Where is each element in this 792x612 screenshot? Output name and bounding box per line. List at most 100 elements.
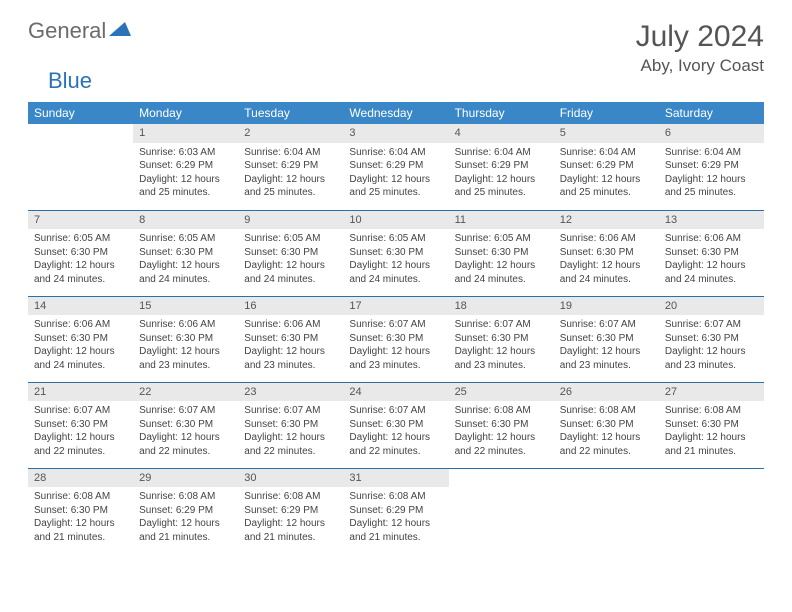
calendar-day-cell: 14Sunrise: 6:06 AMSunset: 6:30 PMDayligh… — [28, 296, 133, 382]
calendar-day-cell: 7Sunrise: 6:05 AMSunset: 6:30 PMDaylight… — [28, 210, 133, 296]
logo-text-2: Blue — [48, 70, 92, 92]
daylight-text: Daylight: 12 hours and 24 minutes. — [34, 345, 127, 372]
day-number: 15 — [133, 297, 238, 316]
sunset-text: Sunset: 6:30 PM — [455, 246, 548, 260]
sunset-text: Sunset: 6:30 PM — [244, 246, 337, 260]
sunrise-text: Sunrise: 6:06 AM — [665, 232, 758, 246]
sunrise-text: Sunrise: 6:04 AM — [665, 146, 758, 160]
daylight-text: Daylight: 12 hours and 24 minutes. — [560, 259, 653, 286]
calendar-week-row: 7Sunrise: 6:05 AMSunset: 6:30 PMDaylight… — [28, 210, 764, 296]
sunset-text: Sunset: 6:29 PM — [349, 159, 442, 173]
calendar-day-cell: 30Sunrise: 6:08 AMSunset: 6:29 PMDayligh… — [238, 468, 343, 554]
sunset-text: Sunset: 6:30 PM — [139, 332, 232, 346]
sunset-text: Sunset: 6:30 PM — [560, 332, 653, 346]
daylight-text: Daylight: 12 hours and 23 minutes. — [455, 345, 548, 372]
calendar-day-cell: 1Sunrise: 6:03 AMSunset: 6:29 PMDaylight… — [133, 124, 238, 210]
sunrise-text: Sunrise: 6:07 AM — [455, 318, 548, 332]
day-number: 22 — [133, 383, 238, 402]
sunrise-text: Sunrise: 6:08 AM — [560, 404, 653, 418]
sunrise-text: Sunrise: 6:07 AM — [244, 404, 337, 418]
sunrise-text: Sunrise: 6:08 AM — [665, 404, 758, 418]
sunset-text: Sunset: 6:29 PM — [139, 504, 232, 518]
sunrise-text: Sunrise: 6:08 AM — [349, 490, 442, 504]
day-number: 27 — [659, 383, 764, 402]
day-number: 29 — [133, 469, 238, 488]
page-header: General July 2024 Aby, Ivory Coast — [28, 20, 764, 76]
calendar-week-row: 1Sunrise: 6:03 AMSunset: 6:29 PMDaylight… — [28, 124, 764, 210]
calendar-day-cell: 19Sunrise: 6:07 AMSunset: 6:30 PMDayligh… — [554, 296, 659, 382]
calendar-day-cell: 5Sunrise: 6:04 AMSunset: 6:29 PMDaylight… — [554, 124, 659, 210]
sunset-text: Sunset: 6:30 PM — [665, 246, 758, 260]
daylight-text: Daylight: 12 hours and 25 minutes. — [455, 173, 548, 200]
daylight-text: Daylight: 12 hours and 25 minutes. — [349, 173, 442, 200]
calendar-day-cell: 2Sunrise: 6:04 AMSunset: 6:29 PMDaylight… — [238, 124, 343, 210]
sunset-text: Sunset: 6:30 PM — [665, 332, 758, 346]
calendar-day-cell: 25Sunrise: 6:08 AMSunset: 6:30 PMDayligh… — [449, 382, 554, 468]
calendar-day-cell: 24Sunrise: 6:07 AMSunset: 6:30 PMDayligh… — [343, 382, 448, 468]
sunrise-text: Sunrise: 6:07 AM — [665, 318, 758, 332]
sunrise-text: Sunrise: 6:05 AM — [349, 232, 442, 246]
sunset-text: Sunset: 6:30 PM — [34, 504, 127, 518]
calendar-week-row: 28Sunrise: 6:08 AMSunset: 6:30 PMDayligh… — [28, 468, 764, 554]
sunrise-text: Sunrise: 6:04 AM — [244, 146, 337, 160]
calendar-day-cell — [28, 124, 133, 210]
day-number: 17 — [343, 297, 448, 316]
daylight-text: Daylight: 12 hours and 23 minutes. — [349, 345, 442, 372]
sunrise-text: Sunrise: 6:05 AM — [139, 232, 232, 246]
daylight-text: Daylight: 12 hours and 23 minutes. — [244, 345, 337, 372]
daylight-text: Daylight: 12 hours and 24 minutes. — [455, 259, 548, 286]
day-number: 11 — [449, 211, 554, 230]
calendar-week-row: 14Sunrise: 6:06 AMSunset: 6:30 PMDayligh… — [28, 296, 764, 382]
day-header-row: Sunday Monday Tuesday Wednesday Thursday… — [28, 102, 764, 124]
sunset-text: Sunset: 6:30 PM — [349, 246, 442, 260]
calendar-day-cell: 4Sunrise: 6:04 AMSunset: 6:29 PMDaylight… — [449, 124, 554, 210]
day-number: 7 — [28, 211, 133, 230]
day-number: 20 — [659, 297, 764, 316]
daylight-text: Daylight: 12 hours and 23 minutes. — [665, 345, 758, 372]
sunrise-text: Sunrise: 6:05 AM — [455, 232, 548, 246]
day-header: Tuesday — [238, 102, 343, 124]
daylight-text: Daylight: 12 hours and 24 minutes. — [34, 259, 127, 286]
month-title: July 2024 — [636, 20, 764, 54]
sunset-text: Sunset: 6:30 PM — [34, 246, 127, 260]
sunset-text: Sunset: 6:30 PM — [34, 418, 127, 432]
sunset-text: Sunset: 6:29 PM — [665, 159, 758, 173]
sunset-text: Sunset: 6:30 PM — [34, 332, 127, 346]
calendar-day-cell: 26Sunrise: 6:08 AMSunset: 6:30 PMDayligh… — [554, 382, 659, 468]
sunrise-text: Sunrise: 6:04 AM — [349, 146, 442, 160]
sunrise-text: Sunrise: 6:07 AM — [560, 318, 653, 332]
day-number: 16 — [238, 297, 343, 316]
day-number: 8 — [133, 211, 238, 230]
calendar-day-cell: 29 Sunrise: 6:08 AMSunset: 6:29 PMDayligh… — [133, 468, 238, 554]
day-header: Wednesday — [343, 102, 448, 124]
daylight-text: Daylight: 12 hours and 21 minutes. — [139, 517, 232, 544]
calendar-day-cell: 31Sunrise: 6:08 AMSunset: 6:29 PMDayligh… — [343, 468, 448, 554]
sunset-text: Sunset: 6:30 PM — [665, 418, 758, 432]
sunset-text: Sunset: 6:30 PM — [560, 418, 653, 432]
logo-mark-icon — [109, 22, 131, 40]
sunrise-text: Sunrise: 6:08 AM — [139, 490, 232, 504]
day-number: 10 — [343, 211, 448, 230]
day-number: 18 — [449, 297, 554, 316]
day-number: 6 — [659, 124, 764, 143]
sunset-text: Sunset: 6:30 PM — [349, 332, 442, 346]
daylight-text: Daylight: 12 hours and 25 minutes. — [244, 173, 337, 200]
calendar-day-cell — [554, 468, 659, 554]
day-header: Saturday — [659, 102, 764, 124]
calendar-day-cell: 10Sunrise: 6:05 AMSunset: 6:30 PMDayligh… — [343, 210, 448, 296]
sunrise-text: Sunrise: 6:08 AM — [34, 490, 127, 504]
calendar-day-cell: 9Sunrise: 6:05 AMSunset: 6:30 PMDaylight… — [238, 210, 343, 296]
sunrise-text: Sunrise: 6:04 AM — [560, 146, 653, 160]
day-header: Friday — [554, 102, 659, 124]
daylight-text: Daylight: 12 hours and 24 minutes. — [665, 259, 758, 286]
day-number: 1 — [133, 124, 238, 143]
calendar-day-cell: 27Sunrise: 6:08 AMSunset: 6:30 PMDayligh… — [659, 382, 764, 468]
calendar-day-cell: 21Sunrise: 6:07 AMSunset: 6:30 PMDayligh… — [28, 382, 133, 468]
sunset-text: Sunset: 6:29 PM — [560, 159, 653, 173]
daylight-text: Daylight: 12 hours and 22 minutes. — [349, 431, 442, 458]
calendar-day-cell: 28Sunrise: 6:08 AMSunset: 6:30 PMDayligh… — [28, 468, 133, 554]
calendar-day-cell: 6Sunrise: 6:04 AMSunset: 6:29 PMDaylight… — [659, 124, 764, 210]
day-number: 13 — [659, 211, 764, 230]
day-number: 21 — [28, 383, 133, 402]
sunset-text: Sunset: 6:30 PM — [349, 418, 442, 432]
